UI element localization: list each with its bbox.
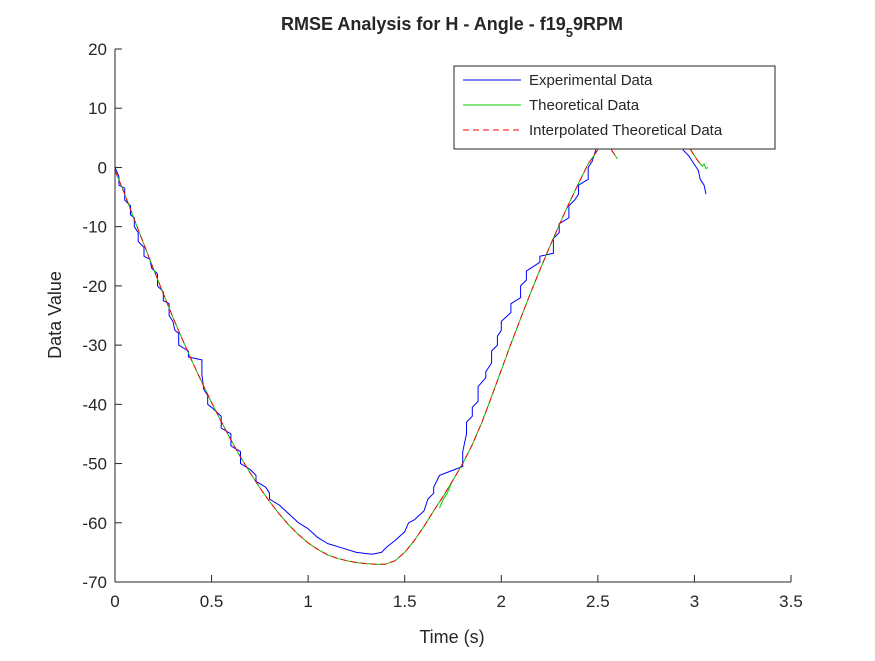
x-tick-label: 0.5 [200,592,224,611]
legend: Experimental Data Theoretical Data Interpo… [453,65,776,150]
chart-title-prefix: RMSE Analysis for H - Angle - f19 [281,14,566,34]
x-tick-label: 1.5 [393,592,417,611]
series-line [690,149,703,167]
x-tick-label: 3 [690,592,699,611]
y-axis-ticks: -70 -60 -50 -40 -30 -20 -10 0 10 20 [82,40,122,592]
series-1 [114,149,707,555]
chart-title-suffix: 9RPM [573,14,623,34]
y-tick-label: -60 [82,514,107,533]
y-axis-label: Data Value [45,271,65,359]
legend-label: Experimental Data [529,72,653,89]
legend-items: Experimental Data Theoretical Data Interpo… [463,72,723,139]
x-tick-label: 2.5 [586,592,610,611]
x-tick-label: 3.5 [779,592,803,611]
series-3 [114,149,703,565]
y-tick-label: -40 [82,395,107,414]
y-tick-label: 20 [88,40,107,59]
legend-label: Interpolated Theoretical Data [529,122,723,139]
series-line [114,149,597,555]
series-layer [114,149,709,565]
series-line [682,149,707,195]
series-line [610,149,618,159]
y-tick-label: -50 [82,455,107,474]
y-tick-label: 10 [88,99,107,118]
x-tick-label: 1 [303,592,312,611]
series-line [690,149,709,170]
legend-label: Theoretical Data [529,97,640,114]
series-line [439,484,452,509]
plot-area [114,149,709,565]
x-tick-label: 0 [110,592,119,611]
chart-title-subscript: 5 [566,25,573,40]
x-axis-label: Time (s) [419,627,484,647]
y-tick-label: -70 [82,573,107,592]
chart-title: RMSE Analysis for H - Angle - f1959RPM [281,14,623,40]
y-tick-label: -30 [82,336,107,355]
y-tick-label: -10 [82,218,107,237]
series-line [114,149,599,565]
x-tick-label: 2 [497,592,506,611]
axes-layer [114,49,791,583]
y-tick-label: 0 [98,158,107,177]
x-axis-ticks: 0 0.5 1 1.5 2 2.5 3 3.5 [110,575,803,611]
y-tick-label: -20 [82,277,107,296]
